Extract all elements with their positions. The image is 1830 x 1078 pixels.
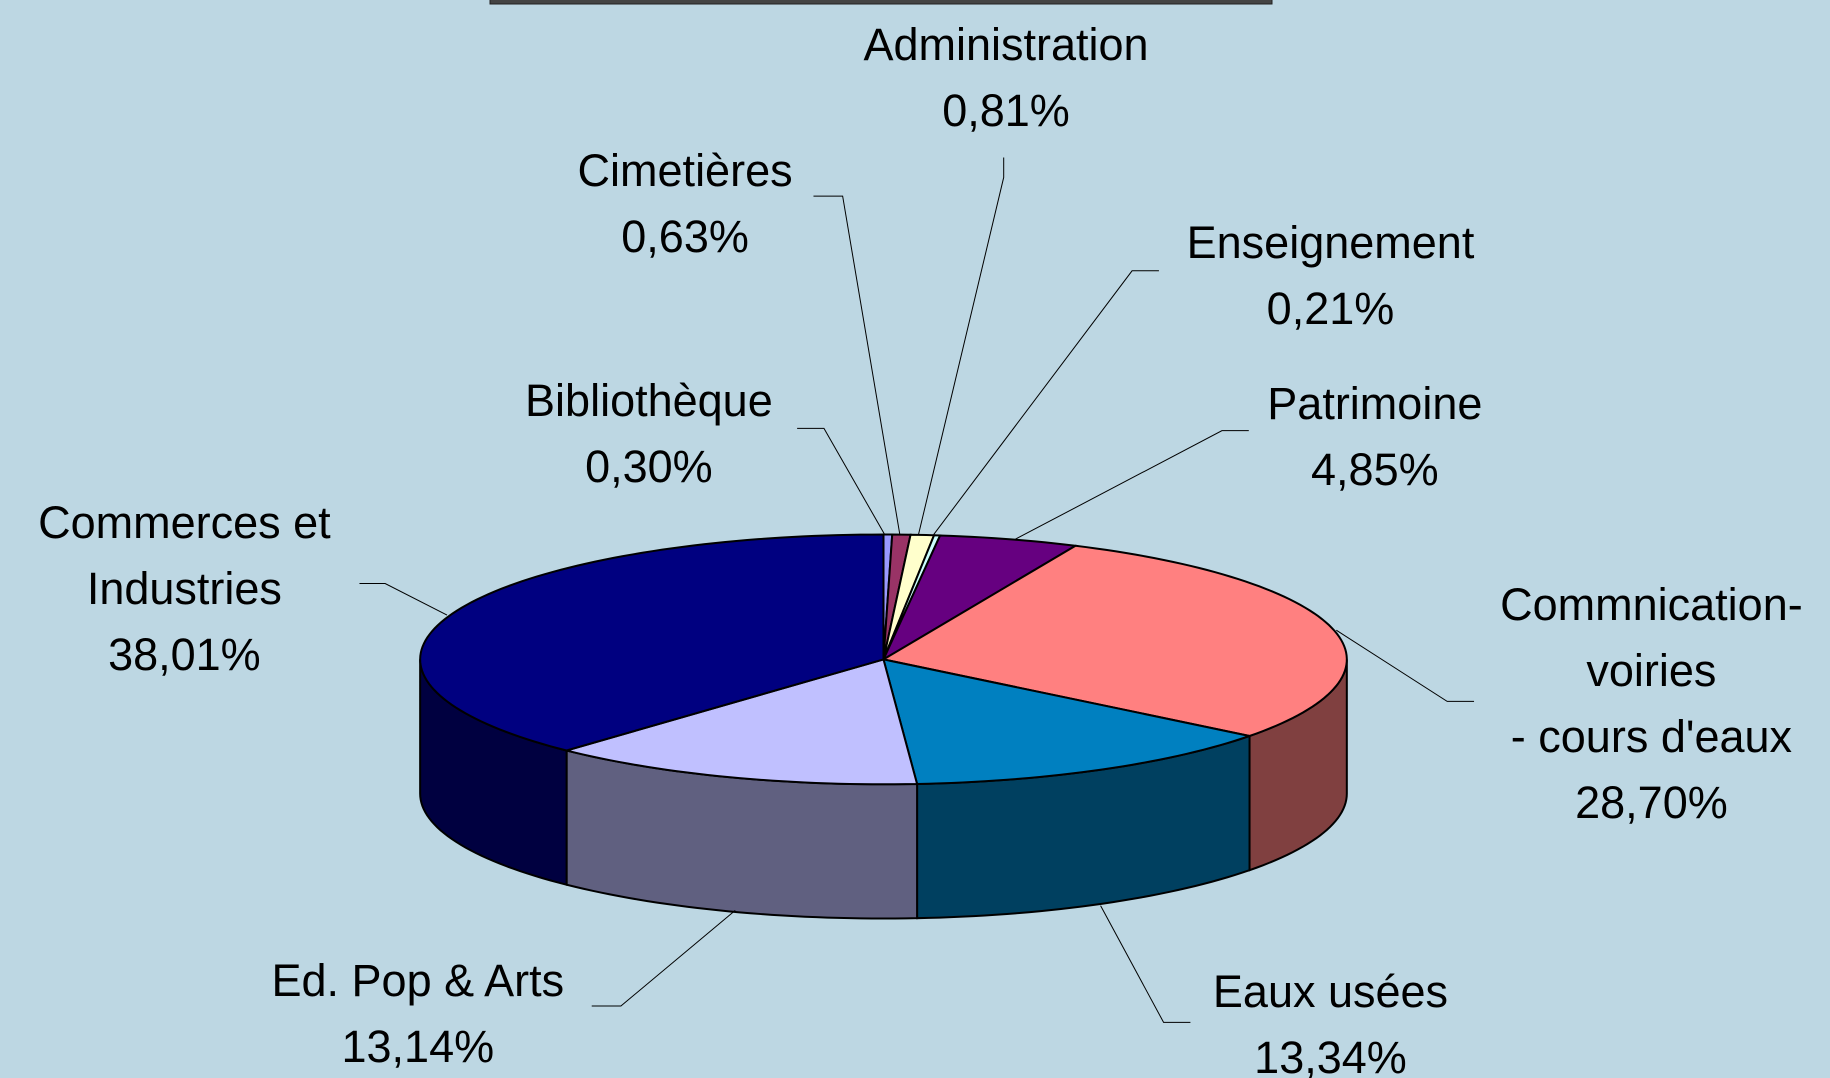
pie-slice — [562, 658, 919, 786]
value-label: 28,70% — [1575, 776, 1728, 828]
category-name: Patrimoine — [1267, 378, 1483, 430]
leader-line — [591, 909, 736, 1007]
leader-line — [797, 427, 886, 535]
leader-line — [933, 270, 1159, 535]
leader-line — [359, 583, 448, 616]
leader-line — [1015, 430, 1249, 540]
leader-line — [1336, 629, 1475, 702]
value-label: 13,14% — [341, 1020, 495, 1072]
slice-label: Bibliothèque 0,30% — [525, 368, 773, 500]
category-name: Cimetières — [577, 144, 793, 196]
category-name: Administration — [863, 18, 1149, 70]
slice-label: Cimetières 0,63% — [578, 138, 793, 270]
category-name: Commnication- voiries - cours d'eaux — [1500, 578, 1803, 762]
category-name: Commerces et Industries — [38, 497, 331, 615]
slice-label: Patrimoine 4,85% — [1267, 371, 1482, 503]
category-name: Ed. Pop & Arts — [271, 954, 565, 1006]
value-label: 13,34% — [1254, 1032, 1407, 1078]
slice-label: Administration 0,81% — [863, 12, 1148, 144]
slice-label: Commerces et Industries 38,01% — [38, 490, 331, 688]
value-label: 0,21% — [1266, 283, 1395, 335]
pie-slice — [881, 534, 1079, 662]
leader-line — [813, 195, 901, 535]
slice-label: Ed. Pop & Arts 13,14% — [271, 948, 564, 1078]
title-bar — [489, 0, 1273, 5]
category-name: Eaux usées — [1212, 966, 1449, 1018]
value-label: 38,01% — [108, 629, 261, 681]
category-name: Enseignement — [1186, 217, 1475, 269]
value-label: 4,85% — [1311, 444, 1439, 496]
value-label: 0,63% — [621, 210, 749, 262]
pie-slice — [419, 533, 885, 752]
leader-line — [918, 157, 1005, 535]
category-name: Bibliothèque — [525, 374, 773, 426]
value-label: 0,81% — [942, 84, 1070, 136]
pie-slice — [880, 544, 1348, 738]
slice-label: Enseignement 0,21% — [1187, 210, 1475, 342]
slice-label: Eaux usées 13,34% — [1213, 959, 1448, 1078]
value-label: 0,30% — [585, 440, 713, 492]
pie-slice — [882, 658, 1254, 785]
leader-line — [1100, 905, 1191, 1023]
slice-label: Commnication- voiries - cours d'eaux 28,7… — [1500, 572, 1803, 836]
